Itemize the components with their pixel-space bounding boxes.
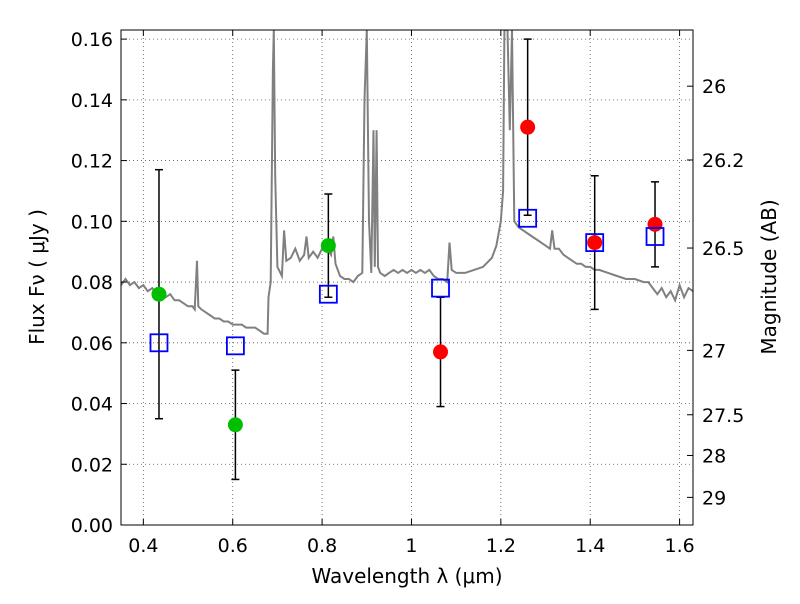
observed-point: [320, 238, 336, 254]
x-tick-label: 1: [405, 535, 417, 557]
x-axis-label: Wavelength λ (μm): [311, 564, 502, 588]
x-tick-label: 1.2: [486, 535, 516, 557]
y2-tick-label: 29: [702, 487, 726, 509]
model-point: [431, 278, 450, 298]
axis-ticks: [121, 30, 693, 526]
y-tick-label: 0.14: [71, 90, 113, 112]
x-tick-label: 1.6: [664, 535, 694, 557]
y2-tick-label: 27.5: [702, 405, 744, 427]
plot-frame: [120, 29, 694, 526]
x-tick-label: 0.8: [307, 535, 337, 557]
y2-tick-label: 28: [702, 445, 726, 467]
model-point: [585, 233, 605, 252]
model-point: [645, 227, 665, 246]
y2-tick-label: 26.2: [702, 150, 744, 172]
model-point: [518, 208, 538, 228]
x-tick-label: 0.6: [218, 535, 248, 557]
y-tick-label: 0.00: [71, 515, 113, 537]
y2-tick-label: 27: [702, 340, 726, 362]
data-markers: [149, 38, 665, 481]
observed-point: [520, 119, 536, 135]
spectrum-line: [121, 30, 693, 335]
y-axis-label: Flux Fν ( μJy ): [25, 209, 49, 345]
y-tick-label: 0.06: [71, 333, 113, 355]
y-tick-label: 0.12: [71, 151, 113, 173]
y-tick-label: 0.08: [71, 272, 113, 294]
observed-point: [433, 344, 449, 360]
observed-point: [647, 216, 663, 232]
x-tick-label: 0.4: [128, 535, 158, 557]
y-tick-label: 0.16: [71, 29, 113, 51]
y-tick-label: 0.02: [71, 454, 113, 476]
tick-labels: 0.4 0.6 0.8 1 1.2 1.4 1.6 0.00 0.02 0.04 0.06 0.08 0…: [71, 29, 745, 557]
y-tick-label: 0.04: [71, 394, 113, 416]
model-point: [318, 284, 338, 304]
y2-tick-label: 26: [702, 76, 726, 98]
plot-area: [121, 30, 693, 481]
observed-point: [151, 286, 167, 302]
x-tick-label: 1.4: [575, 535, 605, 557]
observed-point: [587, 235, 603, 251]
y2-tick-label: 26.5: [702, 238, 744, 260]
y2-axis-label: Magnitude (AB): [757, 199, 781, 354]
model-point: [225, 336, 245, 356]
observed-point: [227, 417, 243, 433]
model-point: [149, 333, 169, 353]
y-tick-label: 0.10: [71, 211, 113, 233]
